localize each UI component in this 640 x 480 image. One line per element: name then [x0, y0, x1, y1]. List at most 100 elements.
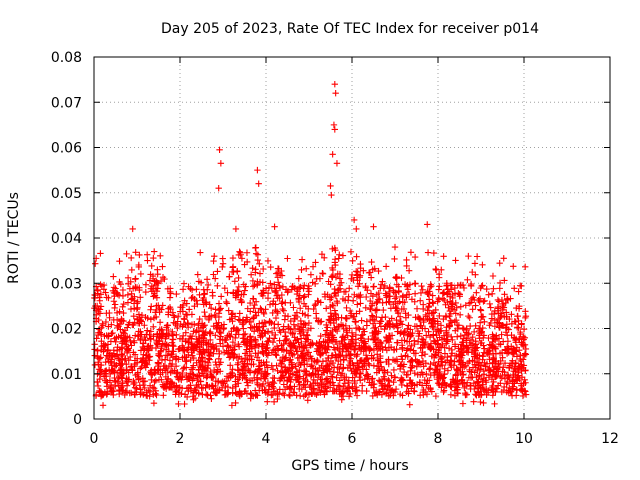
data-point	[365, 269, 373, 276]
data-point	[100, 348, 107, 355]
data-point	[349, 257, 356, 265]
grid-lines	[94, 57, 610, 419]
data-point	[145, 342, 152, 350]
data-point	[312, 300, 319, 308]
data-point	[150, 333, 157, 340]
data-point	[370, 362, 378, 369]
data-point	[274, 367, 281, 374]
data-point	[357, 291, 364, 299]
data-point	[216, 386, 223, 393]
data-point	[178, 376, 185, 384]
data-point	[515, 324, 522, 332]
data-point	[237, 296, 244, 303]
data-point	[143, 251, 151, 258]
data-point	[444, 290, 452, 297]
data-point	[400, 331, 407, 338]
data-point	[217, 340, 224, 347]
x-tick-label: 12	[601, 431, 619, 447]
data-point	[247, 352, 255, 360]
data-point	[236, 248, 243, 255]
data-point	[495, 298, 503, 305]
data-point	[346, 285, 353, 292]
data-point	[508, 311, 515, 318]
data-point	[264, 379, 272, 387]
data-points	[91, 80, 530, 409]
data-point	[356, 342, 363, 349]
data-point	[229, 384, 236, 392]
data-point	[489, 371, 497, 378]
data-point	[303, 360, 311, 368]
data-point	[91, 352, 98, 359]
data-point	[327, 378, 334, 386]
data-point	[259, 327, 266, 334]
data-point	[286, 357, 293, 364]
data-point	[343, 304, 350, 312]
data-point	[436, 381, 443, 389]
data-point	[425, 328, 432, 335]
data-point	[514, 312, 521, 320]
data-point	[414, 313, 422, 321]
data-point	[393, 358, 401, 365]
data-point	[331, 126, 338, 133]
data-point	[183, 371, 190, 379]
data-point	[513, 387, 521, 394]
data-point	[137, 347, 145, 354]
data-point	[160, 392, 167, 399]
data-point	[142, 352, 150, 359]
data-point	[119, 286, 127, 294]
data-point	[482, 363, 489, 370]
data-point	[227, 374, 234, 381]
data-point	[465, 312, 472, 320]
data-point	[430, 323, 437, 331]
data-point	[495, 360, 502, 367]
data-point	[226, 273, 233, 281]
data-point	[472, 322, 479, 329]
data-point	[217, 333, 224, 340]
data-point	[333, 297, 341, 305]
data-point	[329, 245, 336, 253]
data-point	[137, 294, 144, 301]
data-point	[301, 311, 309, 319]
data-point	[334, 363, 341, 371]
data-point	[268, 349, 276, 356]
data-point	[472, 382, 479, 390]
data-point	[476, 372, 483, 380]
data-point	[477, 314, 485, 321]
data-point	[325, 332, 332, 339]
data-point	[196, 335, 203, 342]
data-point	[313, 348, 320, 355]
data-point	[214, 268, 221, 275]
data-point	[428, 282, 435, 290]
data-point	[239, 321, 246, 328]
data-point	[129, 225, 136, 233]
data-point	[309, 263, 317, 270]
y-tick-label: 0.03	[51, 276, 82, 292]
data-point	[322, 345, 329, 353]
data-point	[187, 382, 194, 389]
data-point	[357, 300, 364, 307]
data-point	[158, 333, 165, 341]
data-point	[399, 356, 406, 363]
data-point	[241, 361, 248, 369]
data-point	[521, 334, 529, 342]
data-point	[300, 285, 307, 292]
data-point	[432, 306, 439, 314]
data-point	[443, 280, 450, 287]
data-point	[489, 360, 496, 367]
data-point	[446, 359, 453, 367]
data-point	[453, 386, 461, 394]
data-point	[147, 328, 155, 335]
data-point	[183, 311, 191, 319]
data-point	[418, 335, 426, 343]
data-point	[327, 182, 334, 190]
data-point	[377, 339, 385, 347]
data-point	[395, 309, 402, 317]
data-point	[98, 282, 106, 290]
data-point	[102, 318, 110, 326]
data-point	[408, 357, 415, 364]
data-point	[180, 280, 188, 287]
data-point	[197, 249, 204, 256]
data-point	[472, 364, 479, 371]
data-point	[300, 294, 307, 301]
data-point	[257, 332, 264, 339]
